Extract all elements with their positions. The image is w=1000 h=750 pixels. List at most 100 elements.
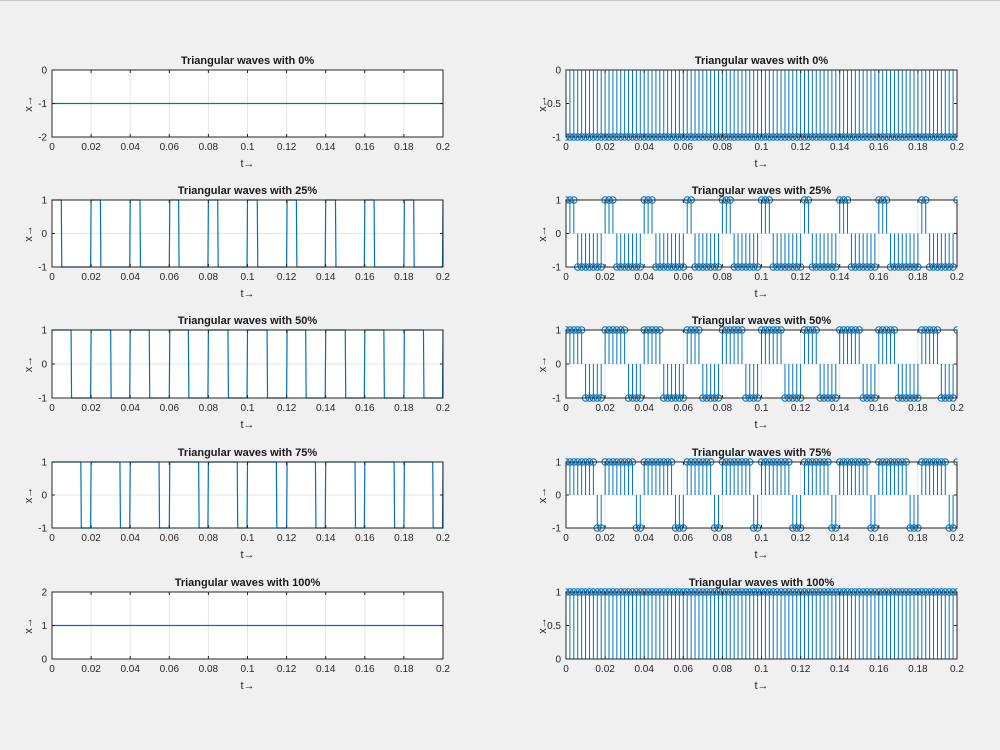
x-axis-label: t→ [754, 549, 768, 561]
y-tick-label: -1 [38, 99, 47, 110]
x-tick-label: 0.18 [908, 272, 928, 283]
x-tick-label: 0.18 [394, 142, 414, 153]
x-tick-label: 0.16 [869, 403, 889, 414]
x-tick-label: 0.02 [595, 664, 615, 675]
x-tick-label: 0.04 [634, 142, 654, 153]
subplot-title: Triangular waves with 0% [181, 55, 314, 67]
subplot-8: 0 0.02 0.04 0.06 0.08 0.1 0.12 0.14 0.16 0.18 0.2 -… [537, 447, 964, 561]
x-tick-label: 0.12 [791, 533, 811, 544]
x-tick-label: 0.1 [755, 403, 769, 414]
x-tick-label: 0.1 [241, 664, 255, 675]
x-tick-label: 0.2 [950, 142, 964, 153]
x-tick-label: 0 [563, 533, 569, 544]
y-axis-label: x→ [537, 617, 549, 634]
x-tick-label: 0.2 [950, 272, 964, 283]
y-tick-label: 1 [41, 621, 47, 632]
y-tick-label: 0 [41, 229, 47, 240]
x-axis-label: t→ [754, 680, 768, 692]
x-tick-label: 0 [563, 272, 569, 283]
data-layer [52, 329, 444, 399]
x-tick-label: 0.18 [394, 403, 414, 414]
x-tick-label: 0.06 [674, 142, 694, 153]
x-tick-label: 0.2 [950, 664, 964, 675]
y-tick-label: 1 [41, 196, 47, 207]
x-tick-label: 0.14 [830, 664, 850, 675]
subplot-title: Triangular waves with 0% [695, 55, 828, 67]
x-tick-label: 0.04 [634, 403, 654, 414]
y-tick-label: 1 [555, 326, 561, 337]
x-tick-label: 0.16 [355, 272, 375, 283]
subplot-4: 0 0.02 0.04 0.06 0.08 0.1 0.12 0.14 0.16 0.18 0.2 -… [537, 185, 964, 300]
y-tick-label: -2 [38, 133, 47, 144]
y-axis-label: x→ [23, 356, 35, 373]
y-axis-label: x→ [537, 356, 549, 373]
x-tick-label: 0.1 [241, 272, 255, 283]
y-tick-label: 0 [41, 491, 47, 502]
x-tick-label: 0.1 [755, 142, 769, 153]
y-tick-label: 0 [41, 655, 47, 666]
x-tick-label: 0.14 [830, 533, 850, 544]
x-tick-label: 0.18 [908, 533, 928, 544]
x-tick-label: 0.18 [394, 533, 414, 544]
x-tick-label: 0.02 [595, 403, 615, 414]
x-tick-label: 0.08 [713, 272, 733, 283]
subplot-title: Triangular waves with 25% [178, 185, 318, 197]
y-axis-label: x→ [23, 487, 35, 504]
subplot-6: 0 0.02 0.04 0.06 0.08 0.1 0.12 0.14 0.16 0.18 0.2 -… [537, 315, 964, 431]
window-top-border [0, 0, 1000, 1]
y-tick-label: 1 [555, 196, 561, 207]
x-tick-label: 0.2 [436, 664, 450, 675]
x-tick-label: 0 [49, 272, 55, 283]
subplot-title: Triangular waves with 75% [692, 447, 832, 459]
x-tick-label: 0.08 [199, 403, 219, 414]
x-tick-label: 0.1 [755, 664, 769, 675]
x-tick-label: 0.2 [436, 142, 450, 153]
x-tick-label: 0.08 [199, 664, 219, 675]
x-axis-label: t→ [240, 549, 254, 561]
x-tick-label: 0.18 [394, 664, 414, 675]
x-tick-label: 0.16 [869, 533, 889, 544]
x-tick-label: 0.1 [241, 403, 255, 414]
x-tick-label: 0.08 [713, 142, 733, 153]
y-tick-label: -1 [552, 394, 561, 405]
x-tick-label: 0.02 [81, 272, 101, 283]
y-tick-label: 0 [555, 360, 561, 371]
x-tick-label: 0.08 [713, 533, 733, 544]
subplot-2: 0 0.02 0.04 0.06 0.08 0.1 0.12 0.14 0.16 0.18 0.2 -… [537, 55, 964, 170]
x-tick-label: 0.16 [355, 533, 375, 544]
x-tick-label: 0.06 [160, 664, 180, 675]
subplot-9: 0 0.02 0.04 0.06 0.08 0.1 0.12 0.14 0.16 0.18 0.2 0… [23, 577, 450, 692]
y-tick-label: 1 [555, 588, 561, 599]
x-tick-label: 0.14 [316, 142, 336, 153]
x-tick-label: 0.16 [355, 142, 375, 153]
subplot-10: 0 0.02 0.04 0.06 0.08 0.1 0.12 0.14 0.16 0.18 0.2 0… [537, 577, 964, 692]
y-tick-label: 0 [41, 66, 47, 77]
x-axis-label: t→ [754, 419, 768, 431]
subplot-5: 0 0.02 0.04 0.06 0.08 0.1 0.12 0.14 0.16 0.18 0.2 -… [23, 315, 450, 431]
x-tick-label: 0.12 [277, 142, 297, 153]
x-tick-label: 0.06 [674, 533, 694, 544]
x-tick-label: 0.06 [160, 142, 180, 153]
x-tick-label: 0.18 [908, 664, 928, 675]
x-tick-label: 0.1 [241, 533, 255, 544]
x-tick-label: 0.14 [316, 533, 336, 544]
x-tick-label: 0.2 [950, 403, 964, 414]
x-axis-label: t→ [754, 158, 768, 170]
x-tick-label: 0.18 [908, 142, 928, 153]
x-tick-label: 0 [563, 142, 569, 153]
y-tick-label: 0.5 [547, 621, 561, 632]
x-tick-label: 0.02 [81, 142, 101, 153]
x-tick-label: 0 [563, 403, 569, 414]
x-tick-label: 0.04 [120, 272, 140, 283]
x-tick-label: 0.02 [595, 272, 615, 283]
x-tick-label: 0.14 [316, 272, 336, 283]
x-axis-label: t→ [240, 288, 254, 300]
x-tick-label: 0.2 [436, 272, 450, 283]
y-tick-label: 1 [555, 458, 561, 469]
x-tick-label: 0.08 [199, 272, 219, 283]
x-axis-label: t→ [240, 419, 254, 431]
y-tick-label: -0.5 [544, 99, 562, 110]
x-tick-label: 0.1 [241, 142, 255, 153]
x-axis-label: t→ [240, 680, 254, 692]
